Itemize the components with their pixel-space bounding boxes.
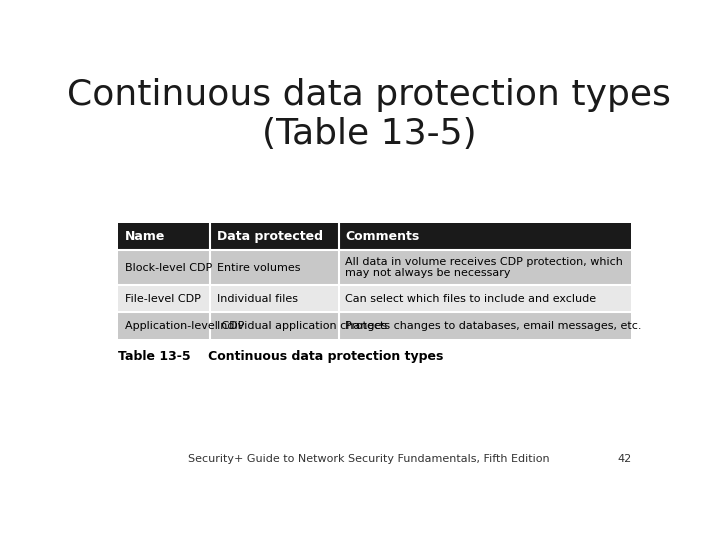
Bar <box>338 250 631 285</box>
Text: All data in volume receives CDP protection, which
may not always be necessary: All data in volume receives CDP protecti… <box>346 256 624 278</box>
Text: Block-level CDP: Block-level CDP <box>125 262 212 273</box>
Text: Security+ Guide to Network Security Fundamentals, Fifth Edition: Security+ Guide to Network Security Fund… <box>188 454 550 464</box>
Text: 42: 42 <box>617 454 631 464</box>
Bar <box>210 285 338 312</box>
Text: Individual application changes: Individual application changes <box>217 321 387 330</box>
Bar <box>118 312 210 339</box>
Text: Name: Name <box>125 230 165 243</box>
Text: Entire volumes: Entire volumes <box>217 262 300 273</box>
Bar <box>118 223 210 250</box>
Text: Comments: Comments <box>346 230 420 243</box>
Bar <box>210 312 338 339</box>
Bar <box>210 250 338 285</box>
Bar <box>338 223 631 250</box>
Text: Can select which files to include and exclude: Can select which files to include and ex… <box>346 294 596 303</box>
Text: Individual files: Individual files <box>217 294 298 303</box>
Text: Continuous data protection types
(Table 13-5): Continuous data protection types (Table … <box>67 78 671 151</box>
Text: Data protected: Data protected <box>217 230 323 243</box>
Bar <box>210 223 338 250</box>
Bar <box>338 285 631 312</box>
Bar <box>118 285 210 312</box>
Text: Table 13-5    Continuous data protection types: Table 13-5 Continuous data protection ty… <box>118 349 444 363</box>
Bar <box>118 250 210 285</box>
Text: Protects changes to databases, email messages, etc.: Protects changes to databases, email mes… <box>346 321 642 330</box>
Bar <box>338 312 631 339</box>
Text: Application-level CDP: Application-level CDP <box>125 321 244 330</box>
Text: File-level CDP: File-level CDP <box>125 294 200 303</box>
